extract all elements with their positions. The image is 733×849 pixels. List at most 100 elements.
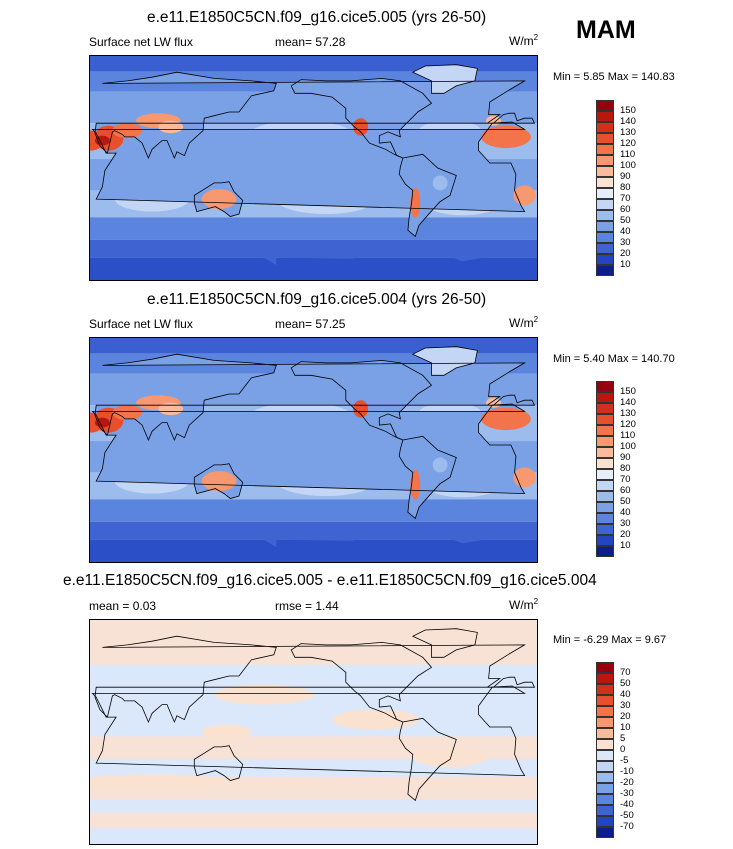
africa-coastline bbox=[91, 685, 527, 777]
colorbar-tick-label: -40 bbox=[620, 799, 634, 810]
colorbar-tick-label: 80 bbox=[620, 182, 631, 193]
colorbar-tick-label: 150 bbox=[620, 105, 636, 116]
namerica-coastline bbox=[290, 77, 433, 159]
panel1-map bbox=[89, 55, 538, 281]
panel1-minmax: Min = 5.85 Max = 140.83 bbox=[553, 71, 675, 83]
colorbar-tick-label: 40 bbox=[620, 226, 631, 237]
panel3-title: e.e11.E1850C5CN.f09_g16.cice5.005 - e.e1… bbox=[63, 572, 597, 589]
colorbar-tick-label: 10 bbox=[620, 259, 631, 270]
colorbar-swatch bbox=[596, 524, 614, 535]
panel2-variable-label: Surface net LW flux bbox=[89, 317, 193, 331]
colorbar-swatch bbox=[596, 673, 614, 684]
colorbar-swatch bbox=[596, 827, 614, 838]
colorbar-tick-label: 70 bbox=[620, 193, 631, 204]
colorbar-swatch bbox=[596, 480, 614, 491]
colorbar-tick-label: 70 bbox=[620, 474, 631, 485]
colorbar-swatch bbox=[596, 265, 614, 276]
australia-coastline bbox=[193, 745, 244, 781]
colorbar-swatch bbox=[596, 513, 614, 524]
colorbar-swatch bbox=[596, 155, 614, 166]
colorbar-tick-label: 120 bbox=[620, 138, 636, 149]
colorbar-swatch bbox=[596, 221, 614, 232]
africa-coastline bbox=[91, 403, 527, 495]
eurasia-coastline bbox=[94, 71, 536, 160]
colorbar-swatch bbox=[596, 805, 614, 816]
colorbar-tick-label: -20 bbox=[620, 777, 634, 788]
colorbar-swatch bbox=[596, 458, 614, 469]
colorbar-tick-label: 140 bbox=[620, 397, 636, 408]
panel2-units: W/m2 bbox=[509, 315, 539, 330]
colorbar-tick-label: 100 bbox=[620, 160, 636, 171]
colorbar-swatch bbox=[596, 188, 614, 199]
colorbar-swatch bbox=[596, 728, 614, 739]
australia-coastline bbox=[193, 181, 244, 217]
colorbar-swatch bbox=[596, 469, 614, 480]
greenland-coastline bbox=[411, 628, 478, 658]
season-label: MAM bbox=[576, 16, 636, 44]
panel3-minmax: Min = -6.29 Max = 9.67 bbox=[553, 634, 667, 646]
colorbar-tick-label: 20 bbox=[620, 711, 631, 722]
greenland-coastline bbox=[411, 346, 478, 376]
colorbar-swatch bbox=[596, 414, 614, 425]
colorbar-tick-label: -70 bbox=[620, 821, 634, 832]
panel3-mean-label: mean = 0.03 bbox=[89, 599, 157, 613]
colorbar-tick-label: 80 bbox=[620, 463, 631, 474]
colorbar-tick-label: 130 bbox=[620, 408, 636, 419]
colorbar-tick-label: 90 bbox=[620, 171, 631, 182]
panel2-minmax: Min = 5.40 Max = 140.70 bbox=[553, 353, 675, 365]
colorbar-tick-label: 120 bbox=[620, 419, 636, 430]
colorbar-tick-label: 60 bbox=[620, 204, 631, 215]
panel1-title: e.e11.E1850C5CN.f09_g16.cice5.005 (yrs 2… bbox=[147, 9, 487, 26]
colorbar-tick-label: 40 bbox=[620, 689, 631, 700]
panel2-mean-label: mean= 57.25 bbox=[275, 317, 346, 331]
colorbar-tick-label: 50 bbox=[620, 215, 631, 226]
colorbar-swatch bbox=[596, 684, 614, 695]
colorbar-tick-label: 110 bbox=[620, 430, 636, 441]
colorbar-tick-label: 50 bbox=[620, 496, 631, 507]
panel3-map bbox=[89, 619, 538, 845]
panel3-rmse-label: rmse = 1.44 bbox=[275, 599, 339, 613]
colorbar-swatch bbox=[596, 783, 614, 794]
colorbar-tick-label: 10 bbox=[620, 540, 631, 551]
colorbar-swatch bbox=[596, 133, 614, 144]
colorbar-swatch bbox=[596, 232, 614, 243]
colorbar-tick-label: 30 bbox=[620, 518, 631, 529]
colorbar-tick-label: 40 bbox=[620, 507, 631, 518]
colorbar-swatch bbox=[596, 662, 614, 673]
samerica-coastline bbox=[398, 717, 457, 802]
colorbar-swatch bbox=[596, 491, 614, 502]
samerica-coastline bbox=[398, 153, 457, 238]
panel3-colorbar: 70 50 40 30 20 10 5 0 -5 -10 -20 -30 -40 -50 -70 bbox=[596, 662, 656, 838]
colorbar-tick-label: 140 bbox=[620, 116, 636, 127]
colorbar-tick-label: 50 bbox=[620, 678, 631, 689]
samerica-coastline bbox=[398, 435, 457, 520]
colorbar-swatch bbox=[596, 243, 614, 254]
greenland-coastline bbox=[411, 64, 478, 94]
panel2-title: e.e11.E1850C5CN.f09_g16.cice5.004 (yrs 2… bbox=[147, 291, 487, 308]
colorbar-tick-label: 5 bbox=[620, 733, 626, 744]
namerica-coastline bbox=[290, 641, 433, 723]
panel2-colorbar: 150 140 130 120 110 100 90 80 70 60 50 40 30 20 10 bbox=[596, 381, 656, 557]
colorbar-tick-label: -10 bbox=[620, 766, 634, 777]
colorbar-swatch bbox=[596, 166, 614, 177]
colorbar-swatch bbox=[596, 502, 614, 513]
colorbar-tick-label: 90 bbox=[620, 452, 631, 463]
colorbar-swatch bbox=[596, 425, 614, 436]
colorbar-swatch bbox=[596, 772, 614, 783]
colorbar-swatch bbox=[596, 794, 614, 805]
colorbar-swatch bbox=[596, 177, 614, 188]
panel1-variable-label: Surface net LW flux bbox=[89, 35, 193, 49]
colorbar-tick-label: 150 bbox=[620, 386, 636, 397]
colorbar-swatch bbox=[596, 199, 614, 210]
colorbar-tick-label: 10 bbox=[620, 722, 631, 733]
eurasia-coastline bbox=[94, 635, 536, 724]
colorbar-swatch bbox=[596, 695, 614, 706]
colorbar-swatch bbox=[596, 717, 614, 728]
panel3-units: W/m2 bbox=[509, 597, 539, 612]
colorbar-tick-label: 60 bbox=[620, 485, 631, 496]
colorbar-tick-label: 70 bbox=[620, 667, 631, 678]
australia-coastline bbox=[193, 463, 244, 499]
namerica-coastline bbox=[290, 359, 433, 441]
panel1-mean-label: mean= 57.28 bbox=[275, 35, 346, 49]
panel2-map bbox=[89, 337, 538, 563]
